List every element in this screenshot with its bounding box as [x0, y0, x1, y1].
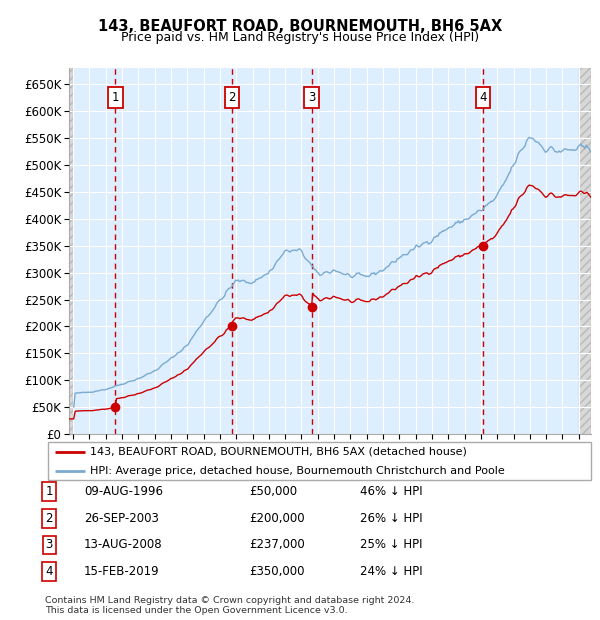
Bar	[579, 68, 591, 434]
Text: £350,000: £350,000	[249, 565, 305, 578]
Text: £200,000: £200,000	[249, 512, 305, 525]
Text: 25% ↓ HPI: 25% ↓ HPI	[360, 539, 422, 551]
Text: 3: 3	[308, 91, 315, 104]
Bar	[69, 68, 73, 434]
Text: Contains HM Land Registry data © Crown copyright and database right 2024.
This d: Contains HM Land Registry data © Crown c…	[45, 596, 415, 615]
Text: HPI: Average price, detached house, Bournemouth Christchurch and Poole: HPI: Average price, detached house, Bour…	[90, 466, 505, 476]
Text: 143, BEAUFORT ROAD, BOURNEMOUTH, BH6 5AX: 143, BEAUFORT ROAD, BOURNEMOUTH, BH6 5AX	[98, 19, 502, 33]
Text: 4: 4	[46, 565, 53, 578]
Text: 2: 2	[46, 512, 53, 525]
Text: £50,000: £50,000	[249, 485, 297, 498]
Text: 26-SEP-2003: 26-SEP-2003	[84, 512, 159, 525]
Text: 24% ↓ HPI: 24% ↓ HPI	[360, 565, 422, 578]
Text: 1: 1	[112, 91, 119, 104]
Text: 26% ↓ HPI: 26% ↓ HPI	[360, 512, 422, 525]
Text: 46% ↓ HPI: 46% ↓ HPI	[360, 485, 422, 498]
Text: 4: 4	[479, 91, 487, 104]
FancyBboxPatch shape	[48, 442, 591, 481]
Text: 2: 2	[228, 91, 236, 104]
Text: 13-AUG-2008: 13-AUG-2008	[84, 539, 163, 551]
Text: 15-FEB-2019: 15-FEB-2019	[84, 565, 160, 578]
Text: 143, BEAUFORT ROAD, BOURNEMOUTH, BH6 5AX (detached house): 143, BEAUFORT ROAD, BOURNEMOUTH, BH6 5AX…	[90, 446, 467, 456]
Text: 1: 1	[46, 485, 53, 498]
Text: 09-AUG-1996: 09-AUG-1996	[84, 485, 163, 498]
Text: £237,000: £237,000	[249, 539, 305, 551]
Text: 3: 3	[46, 539, 53, 551]
Text: Price paid vs. HM Land Registry's House Price Index (HPI): Price paid vs. HM Land Registry's House …	[121, 31, 479, 44]
